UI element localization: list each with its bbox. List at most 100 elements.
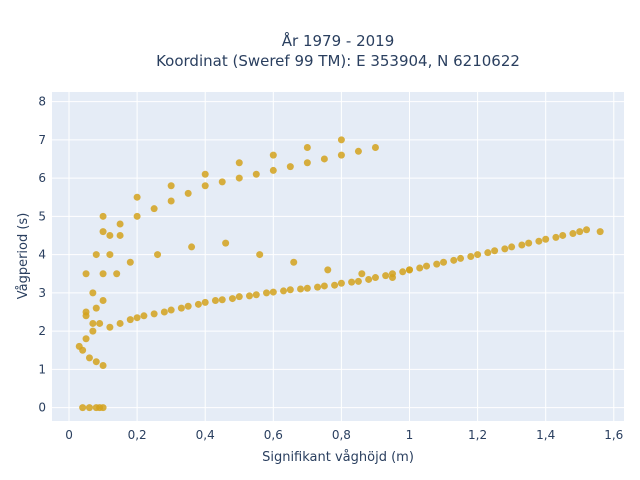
x-tick-label: 1,6 <box>604 428 623 442</box>
data-point <box>286 163 294 171</box>
y-tick-label: 8 <box>38 95 46 109</box>
data-point <box>501 245 509 253</box>
y-tick-label: 6 <box>38 171 46 185</box>
data-point <box>177 304 185 312</box>
data-point <box>583 226 591 234</box>
data-point <box>218 178 226 186</box>
data-point <box>399 268 407 276</box>
data-point <box>290 258 298 266</box>
data-point <box>201 182 209 190</box>
data-point <box>303 143 311 151</box>
data-point <box>388 274 396 282</box>
data-point <box>116 231 124 239</box>
y-tick-label: 1 <box>38 362 46 376</box>
data-point <box>167 182 175 190</box>
x-tick-label: 0,2 <box>128 428 147 442</box>
data-point <box>106 251 114 259</box>
data-point <box>559 231 567 239</box>
data-point <box>358 270 366 278</box>
data-point <box>79 404 87 412</box>
data-point <box>450 256 458 264</box>
data-point <box>184 189 192 197</box>
data-point <box>235 174 243 182</box>
data-point <box>194 300 202 308</box>
data-point <box>269 288 277 296</box>
y-tick-label: 4 <box>38 248 46 262</box>
data-point <box>96 319 104 327</box>
data-point <box>89 327 97 335</box>
data-point <box>89 319 97 327</box>
data-point <box>85 404 93 412</box>
data-point <box>303 284 311 292</box>
data-point <box>92 358 100 366</box>
data-point <box>106 323 114 331</box>
data-point <box>160 308 168 316</box>
data-point <box>269 151 277 159</box>
data-point <box>474 251 482 259</box>
y-tick-label: 0 <box>38 401 46 415</box>
data-point <box>320 155 328 163</box>
data-point <box>320 282 328 290</box>
data-point <box>406 266 413 274</box>
y-tick-labels: 0 1 2 3 4 5 6 7 8 <box>38 95 46 415</box>
data-point <box>252 170 260 178</box>
data-point <box>263 289 270 297</box>
data-points <box>75 136 604 412</box>
data-point <box>269 166 277 174</box>
data-point <box>542 235 550 243</box>
data-point <box>297 285 305 293</box>
data-point <box>188 243 196 251</box>
y-tick-label: 2 <box>38 324 46 338</box>
x-tick-label: 0,8 <box>332 428 351 442</box>
data-point <box>371 143 379 151</box>
data-point <box>92 304 100 312</box>
y-tick-label: 7 <box>38 133 46 147</box>
data-point <box>535 237 543 245</box>
data-point <box>126 258 134 266</box>
data-point <box>280 287 288 295</box>
data-point <box>337 136 345 144</box>
data-point <box>201 298 209 306</box>
data-point <box>337 151 345 159</box>
chart-title-line-1: År 1979 - 2019 <box>282 31 395 50</box>
data-point <box>82 312 90 320</box>
data-point <box>569 230 577 238</box>
data-point <box>331 281 339 289</box>
data-point <box>154 251 162 259</box>
data-point <box>337 279 345 287</box>
x-tick-label: 0,6 <box>264 428 283 442</box>
data-point <box>354 277 362 285</box>
plot-area <box>52 92 624 421</box>
data-point <box>416 264 424 272</box>
y-axis-title: Vågperiod (s) <box>16 213 31 300</box>
data-point <box>324 266 332 274</box>
data-point <box>116 319 124 327</box>
data-point <box>99 228 107 236</box>
x-tick-label: 0 <box>65 428 73 442</box>
x-tick-label: 1 <box>406 428 414 442</box>
data-point <box>576 228 584 236</box>
x-tick-label: 0,4 <box>196 428 215 442</box>
data-point <box>596 228 604 236</box>
data-point <box>106 231 114 239</box>
data-point <box>113 270 121 278</box>
data-point <box>314 283 322 291</box>
data-point <box>150 310 158 318</box>
data-point <box>99 270 107 278</box>
data-point <box>491 247 499 255</box>
data-point <box>82 270 90 278</box>
data-point <box>99 212 107 220</box>
x-tick-labels: 0 0,2 0,4 0,6 0,8 1 1,2 1,4 1,6 <box>65 428 623 442</box>
data-point <box>89 289 97 297</box>
data-point <box>184 302 192 310</box>
data-point <box>99 404 107 412</box>
data-point <box>99 362 107 370</box>
data-point <box>525 239 533 247</box>
data-point <box>252 291 260 299</box>
data-point <box>371 274 379 282</box>
data-point <box>303 159 311 167</box>
data-point <box>228 295 236 303</box>
data-point <box>235 293 243 301</box>
data-point <box>286 286 294 294</box>
